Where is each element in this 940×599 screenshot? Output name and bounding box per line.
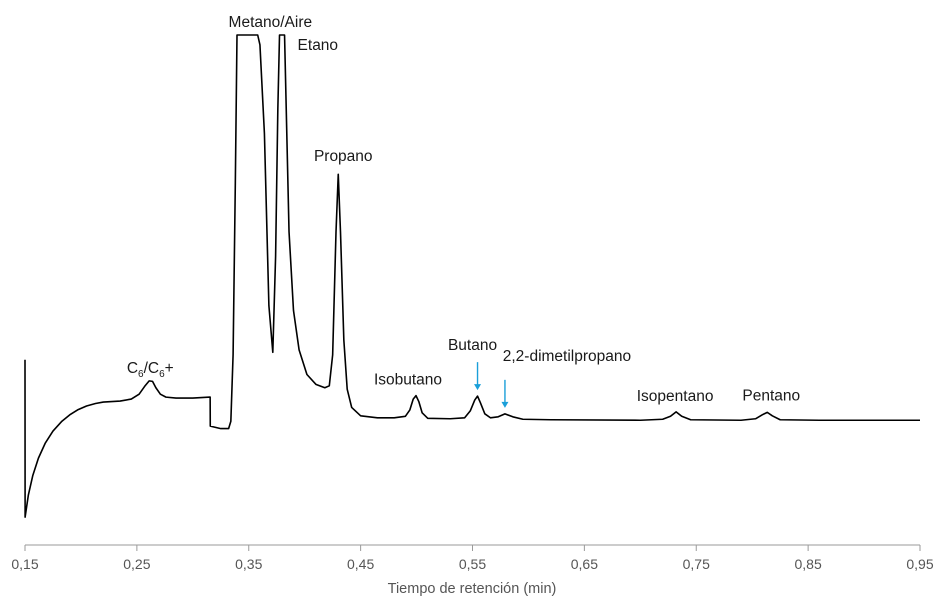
x-tick-label: 0,75 (683, 556, 710, 572)
peak-label: Pentano (742, 387, 800, 404)
x-axis: 0,15 0,25 0,35 0,45 0,55 0,65 0,75 0,85 0,95 Tie… (11, 544, 934, 597)
x-tick-label: 0,65 (571, 556, 598, 572)
peak-label: Butano (448, 337, 497, 354)
peak-label: Isopentano (637, 388, 714, 405)
x-tick-label: 0,45 (347, 556, 374, 572)
peak-arrow-head (474, 384, 482, 391)
x-tick-label: 0,95 (906, 556, 933, 572)
peak-label: 2,2-dimetilpropano (503, 348, 631, 365)
x-axis-title: Tiempo de retención (min) (388, 581, 557, 597)
x-tick-label: 0,85 (795, 556, 822, 572)
peak-label: C6/C6+ (127, 360, 174, 380)
series-layer (24, 34, 920, 518)
peak-label: Metano/Aire (229, 14, 313, 31)
series-line-0 (24, 34, 920, 518)
peak-labels: C6/C6+ Metano/Aire Etano Propano Isobutano Bu… (127, 14, 800, 408)
x-tick-label: 0,25 (123, 556, 150, 572)
peak-arrow-head (501, 401, 509, 408)
x-tick-label: 0,55 (459, 556, 486, 572)
x-tick-label: 0,35 (235, 556, 262, 572)
peak-label: Etano (298, 37, 339, 54)
x-tick-label: 0,15 (11, 556, 38, 572)
peak-label: Isobutano (374, 372, 442, 389)
x-axis-ticks: 0,15 0,25 0,35 0,45 0,55 0,65 0,75 0,85 0,95 (11, 545, 934, 572)
peak-label: Propano (314, 148, 373, 165)
